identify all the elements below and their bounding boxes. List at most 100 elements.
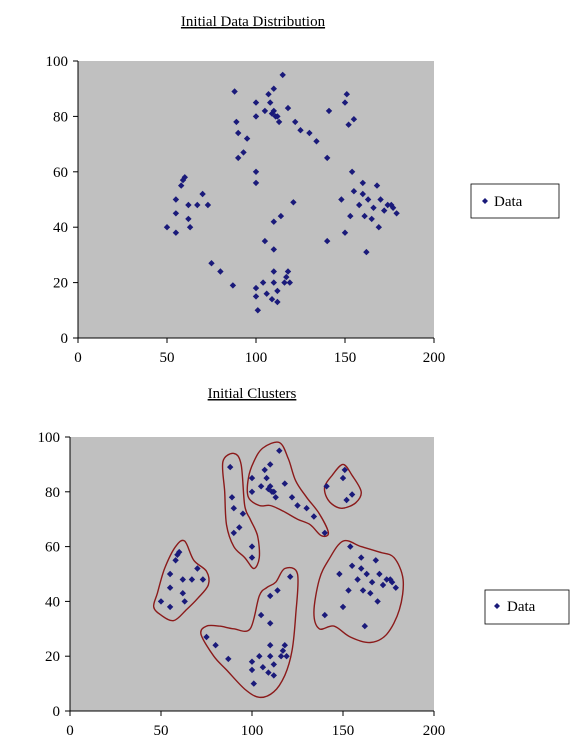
x-tick-label: 150 bbox=[334, 350, 357, 366]
data-point bbox=[354, 576, 361, 583]
data-point bbox=[281, 279, 288, 286]
data-point bbox=[343, 91, 350, 98]
data-point bbox=[239, 510, 247, 517]
data-point bbox=[267, 461, 274, 468]
data-point bbox=[257, 483, 265, 490]
data-point bbox=[306, 129, 313, 137]
data-point bbox=[274, 287, 281, 295]
legend: Data bbox=[484, 589, 570, 625]
data-point bbox=[204, 201, 212, 209]
y-tick-label: 100 bbox=[46, 54, 69, 70]
data-point bbox=[250, 680, 257, 687]
data-point bbox=[199, 576, 207, 583]
data-point bbox=[388, 201, 395, 209]
data-point bbox=[261, 466, 268, 474]
chart-title: Initial Data Distribution bbox=[181, 14, 326, 30]
y-tick-label: 0 bbox=[61, 331, 69, 347]
data-point bbox=[185, 201, 192, 209]
data-point bbox=[166, 570, 174, 578]
data-point bbox=[174, 551, 181, 558]
data-point bbox=[166, 584, 174, 591]
data-point bbox=[392, 584, 399, 591]
data-point bbox=[303, 505, 310, 512]
data-point bbox=[267, 620, 274, 627]
data-point bbox=[263, 474, 270, 482]
data-point bbox=[321, 529, 328, 537]
data-point bbox=[179, 176, 187, 184]
data-point bbox=[267, 99, 274, 106]
plot-area bbox=[78, 61, 434, 338]
data-point bbox=[325, 107, 333, 115]
data-point bbox=[384, 201, 391, 209]
data-point bbox=[254, 307, 261, 314]
axes: 0 20 40 60 80 100 0 50 100 150 200 bbox=[46, 54, 446, 366]
y-tick-label: 60 bbox=[45, 540, 60, 556]
data-point bbox=[364, 196, 372, 203]
data-point bbox=[228, 494, 236, 501]
data-point bbox=[252, 168, 260, 175]
cluster-outline bbox=[152, 539, 210, 622]
data-point bbox=[230, 505, 237, 512]
data-point bbox=[236, 524, 243, 531]
cluster-outlines bbox=[152, 441, 405, 699]
data-point bbox=[356, 201, 363, 209]
data-point bbox=[248, 474, 256, 482]
cluster-outline bbox=[313, 539, 405, 644]
data-point bbox=[348, 168, 356, 175]
data-point bbox=[341, 229, 349, 236]
data-point bbox=[203, 633, 210, 641]
x-tick-label: 50 bbox=[154, 723, 169, 739]
data-points bbox=[157, 447, 399, 687]
data-point bbox=[341, 99, 349, 106]
data-point bbox=[374, 598, 381, 605]
data-point bbox=[172, 557, 179, 564]
data-point bbox=[166, 603, 174, 611]
data-point bbox=[259, 279, 267, 286]
data-point bbox=[235, 129, 242, 137]
y-tick-label: 80 bbox=[45, 485, 60, 501]
data-point bbox=[163, 224, 171, 231]
data-point bbox=[267, 483, 274, 490]
data-point bbox=[310, 513, 318, 520]
data-point bbox=[199, 190, 206, 198]
data-point bbox=[283, 273, 290, 281]
data-point bbox=[284, 268, 292, 275]
data-point bbox=[225, 655, 232, 663]
x-tick-label: 0 bbox=[74, 350, 82, 366]
data-point bbox=[208, 260, 215, 267]
data-point bbox=[276, 447, 283, 454]
data-point bbox=[348, 491, 356, 498]
data-point bbox=[277, 653, 285, 660]
data-point bbox=[347, 543, 354, 550]
y-tick-label: 20 bbox=[53, 276, 68, 292]
data-point bbox=[256, 653, 263, 660]
data-point bbox=[370, 204, 377, 211]
data-point bbox=[259, 664, 267, 671]
cluster-outline bbox=[221, 452, 261, 570]
data-point bbox=[343, 496, 350, 504]
data-point bbox=[267, 642, 274, 649]
data-point bbox=[393, 210, 400, 217]
data-point bbox=[294, 502, 301, 509]
x-tick-label: 0 bbox=[66, 723, 74, 739]
data-point bbox=[172, 210, 180, 217]
data-point bbox=[336, 570, 343, 578]
data-point bbox=[230, 529, 237, 537]
axes: 0 20 40 60 80 100 0 50 100 150 200 bbox=[38, 430, 446, 739]
data-point bbox=[261, 107, 269, 115]
data-point bbox=[359, 587, 367, 594]
data-point bbox=[248, 488, 256, 495]
data-point bbox=[272, 494, 279, 501]
data-point bbox=[339, 603, 347, 611]
data-point bbox=[358, 565, 365, 572]
data-point bbox=[265, 91, 272, 98]
data-point bbox=[240, 149, 247, 156]
data-point bbox=[284, 104, 292, 112]
data-point bbox=[233, 118, 240, 126]
data-point bbox=[363, 570, 370, 578]
data-point bbox=[265, 669, 272, 676]
data-point bbox=[252, 293, 260, 300]
data-point bbox=[277, 212, 285, 220]
y-tick-label: 80 bbox=[53, 109, 68, 125]
data-point bbox=[358, 554, 365, 561]
